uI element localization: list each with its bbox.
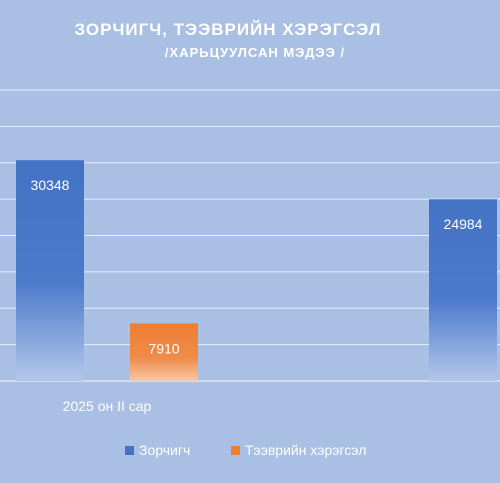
x-tick-label: 2025 он II сар bbox=[63, 398, 152, 414]
bar-vehicles bbox=[130, 323, 198, 381]
legend-swatch-passengers bbox=[125, 446, 134, 455]
bar-passengers bbox=[16, 160, 84, 381]
data-label: 7910 bbox=[148, 340, 179, 356]
bar-passengers bbox=[429, 199, 497, 381]
legend: Зорчигч Тээврийн хэрэгсэл bbox=[125, 442, 366, 458]
legend-label-vehicles: Тээврийн хэрэгсэл bbox=[245, 442, 366, 458]
chart-title: ЗОРЧИГЧ, ТЭЭВРИЙН ХЭРЭГСЭЛ bbox=[74, 20, 381, 39]
data-label: 24984 bbox=[444, 216, 483, 232]
chart-subtitle: /ХАРЬЦУУЛСАН МЭДЭЭ / bbox=[165, 45, 345, 60]
data-labels: 30348 24984 7910 bbox=[31, 177, 483, 356]
x-axis: 2025 он II сар202 bbox=[63, 398, 152, 414]
legend-label-passengers: Зорчигч bbox=[139, 442, 190, 458]
bars bbox=[16, 160, 497, 381]
legend-swatch-vehicles bbox=[231, 446, 240, 455]
data-label: 30348 bbox=[31, 177, 70, 193]
